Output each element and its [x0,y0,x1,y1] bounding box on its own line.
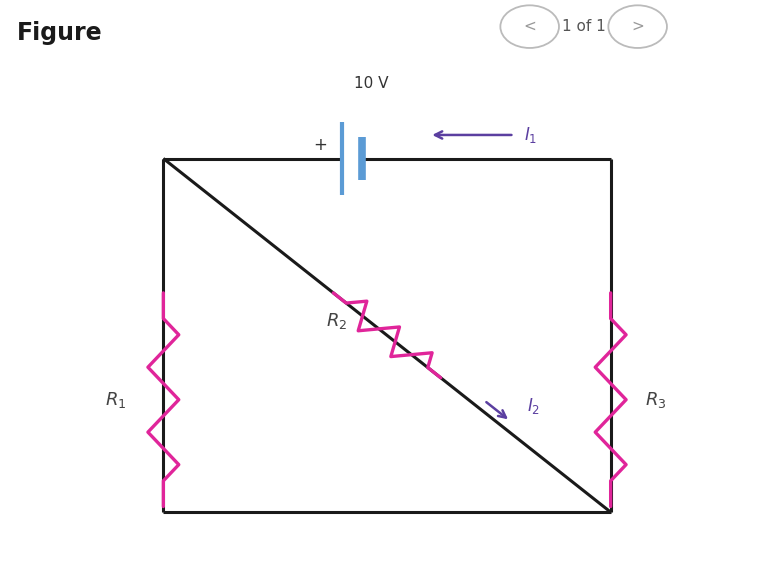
Text: $R_1$: $R_1$ [104,390,126,409]
Text: $I_2$: $I_2$ [526,396,539,416]
Text: $R_3$: $R_3$ [645,390,666,409]
Text: 1 of 1: 1 of 1 [562,19,605,34]
Text: $I_1$: $I_1$ [523,125,537,145]
Text: >: > [632,19,644,34]
Text: <: < [523,19,536,34]
Text: Figure: Figure [17,21,102,45]
Text: 10 V: 10 V [354,76,389,91]
Text: +: + [313,135,327,153]
Text: $R_2$: $R_2$ [327,311,348,331]
